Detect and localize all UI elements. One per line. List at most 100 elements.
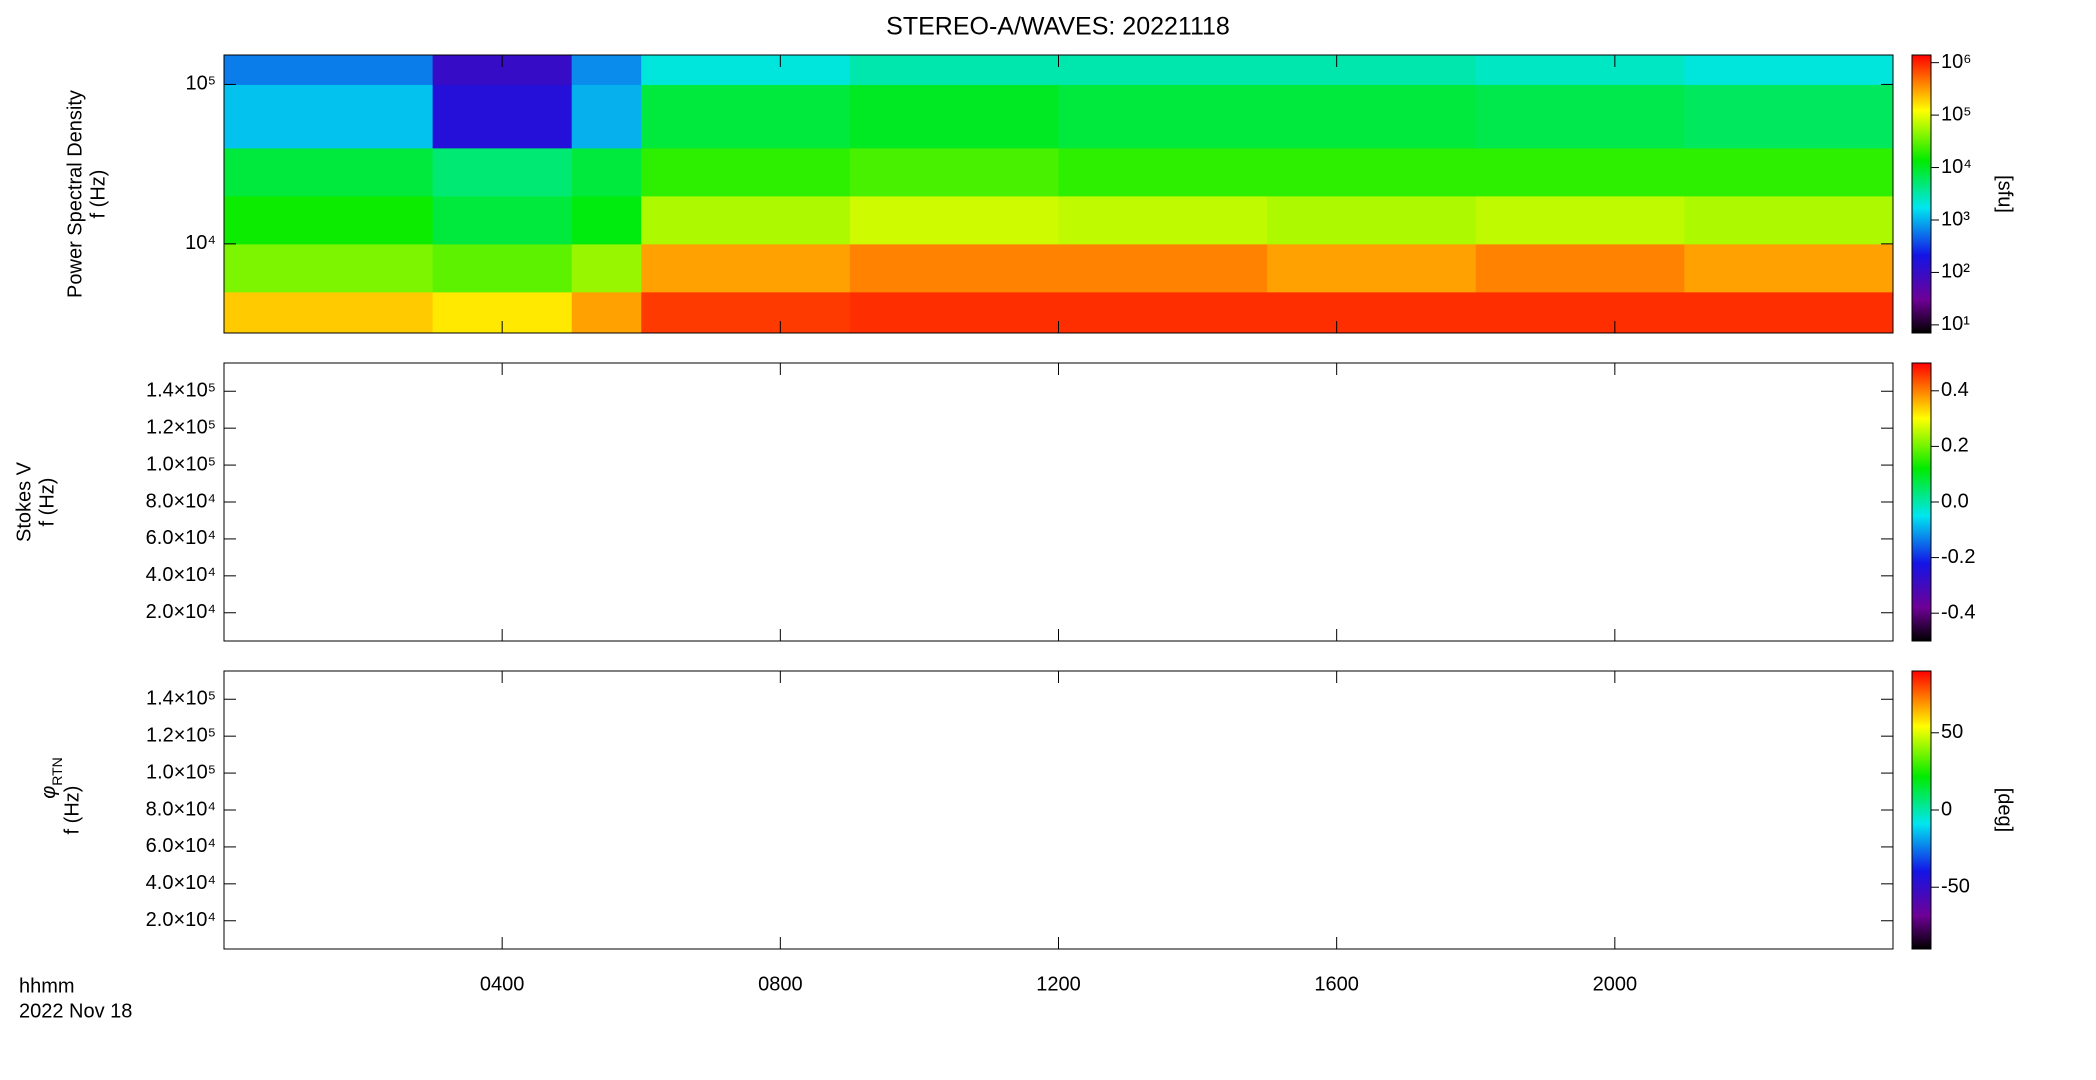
colorbar-tick-label: 10⁶ bbox=[1941, 51, 1971, 73]
heatmap-cell bbox=[1267, 55, 1477, 85]
heatmap-cell bbox=[641, 243, 851, 293]
heatmap-cell bbox=[1267, 243, 1477, 293]
heatmap-cell bbox=[641, 55, 851, 85]
y-tick-label: 1.0×10⁵ bbox=[146, 761, 216, 783]
y-tick-label: 6.0×10⁴ bbox=[146, 527, 216, 549]
colorbar-tick-label: 10⁴ bbox=[1941, 156, 1972, 178]
heatmap-cell bbox=[1058, 291, 1268, 334]
heatmap-cell bbox=[224, 55, 434, 85]
heatmap-cell bbox=[224, 84, 434, 149]
x-tick-label: 0800 bbox=[758, 973, 803, 995]
y-tick-label: 4.0×10⁴ bbox=[146, 872, 216, 894]
heatmap-cell bbox=[1475, 55, 1685, 85]
heatmap-cell bbox=[1267, 195, 1477, 245]
heatmap-cell bbox=[1475, 195, 1685, 245]
symbol: φ bbox=[38, 786, 60, 799]
heatmap-cell bbox=[849, 84, 1059, 149]
y-tick-label: 2.0×10⁴ bbox=[146, 601, 216, 623]
x-axis-name: hhmm bbox=[19, 975, 75, 997]
heatmap-cell bbox=[1267, 84, 1477, 149]
heatmap-cell bbox=[641, 84, 851, 149]
heatmap-cell bbox=[571, 195, 642, 245]
y-tick-label: 1.2×10⁵ bbox=[146, 416, 216, 438]
heatmap-cell bbox=[1684, 291, 1894, 334]
subscript: RTN bbox=[49, 757, 65, 786]
colorbar bbox=[1911, 54, 1932, 334]
colorbar-tick-label: 10¹ bbox=[1941, 313, 1970, 335]
heatmap-cell bbox=[1684, 55, 1894, 85]
heatmap-cell bbox=[849, 55, 1059, 85]
heatmap-cell bbox=[571, 243, 642, 293]
y-tick-label: 1.2×10⁵ bbox=[146, 724, 216, 746]
heatmap-cell bbox=[1684, 147, 1894, 197]
heatmap-cell bbox=[1475, 147, 1685, 197]
heatmap-cell bbox=[641, 195, 851, 245]
y-axis-label: f (Hz) bbox=[36, 478, 58, 527]
heatmap-cell bbox=[849, 147, 1059, 197]
heatmap-cell bbox=[571, 147, 642, 197]
chart-title: STEREO-A/WAVES: 20221118 bbox=[886, 13, 1230, 41]
heatmap-cell bbox=[1684, 84, 1894, 149]
heatmap-cell bbox=[849, 195, 1059, 245]
y-tick-label: 1.0×10⁵ bbox=[146, 453, 216, 475]
heatmap-cell bbox=[224, 147, 434, 197]
colorbar-tick-label: 0.0 bbox=[1941, 490, 1969, 512]
y-tick-label: 2.0×10⁴ bbox=[146, 909, 216, 931]
colorbar-tick-label: 10² bbox=[1941, 261, 1970, 283]
heatmap-cell bbox=[1058, 55, 1268, 85]
heatmap-cell bbox=[432, 243, 573, 293]
heatmap-cell bbox=[849, 291, 1059, 334]
colorbar-tick-label: 0.4 bbox=[1941, 379, 1969, 401]
y-tick-label: 10⁵ bbox=[185, 73, 216, 95]
colorbar-tick-label: -0.2 bbox=[1941, 546, 1975, 568]
x-axis-date: 2022 Nov 18 bbox=[19, 1000, 132, 1022]
y-axis-label: f (Hz) bbox=[61, 786, 83, 835]
heatmap-cell bbox=[1058, 84, 1268, 149]
y-tick-label: 8.0×10⁴ bbox=[146, 798, 216, 820]
heatmap-cell bbox=[1475, 291, 1685, 334]
heatmap-cell bbox=[432, 84, 573, 149]
colorbar-label: [sfu] bbox=[1994, 175, 2016, 213]
heatmap-cell bbox=[1684, 195, 1894, 245]
x-tick-label: 1200 bbox=[1036, 973, 1081, 995]
heatmap-cell bbox=[432, 147, 573, 197]
colorbar bbox=[1911, 362, 1932, 642]
y-tick-label: 6.0×10⁴ bbox=[146, 835, 216, 857]
heatmap-cell bbox=[1267, 147, 1477, 197]
colorbar-tick-label: 10³ bbox=[1941, 208, 1970, 230]
heatmap-cell bbox=[849, 243, 1059, 293]
heatmap-cell bbox=[432, 195, 573, 245]
y-axis-symbol: φRTN bbox=[38, 757, 64, 799]
colorbar-tick-label: 0.2 bbox=[1941, 435, 1969, 457]
heatmap-cell bbox=[571, 55, 642, 85]
y-axis-label: Power Spectral Density bbox=[64, 90, 86, 298]
y-axis-label: f (Hz) bbox=[87, 170, 109, 219]
heatmap-cell bbox=[571, 291, 642, 334]
heatmap-cell bbox=[224, 195, 434, 245]
colorbar-tick-label: 10⁵ bbox=[1941, 103, 1972, 125]
y-tick-label: 1.4×10⁵ bbox=[146, 380, 216, 402]
plot-frame bbox=[223, 670, 1894, 950]
heatmap-cell bbox=[1058, 147, 1268, 197]
x-tick-label: 2000 bbox=[1593, 973, 1638, 995]
heatmap-cell bbox=[571, 84, 642, 149]
heatmap-cell bbox=[1058, 243, 1268, 293]
colorbar-label: [deg] bbox=[1994, 788, 2016, 832]
x-tick-label: 1600 bbox=[1314, 973, 1359, 995]
y-tick-label: 10⁴ bbox=[185, 232, 216, 254]
heatmap-cell bbox=[1475, 243, 1685, 293]
heatmap-cell bbox=[641, 291, 851, 334]
colorbar bbox=[1911, 670, 1932, 950]
colorbar-tick-label: 0 bbox=[1941, 798, 1952, 820]
heatmap-cell bbox=[1267, 291, 1477, 334]
x-tick-label: 0400 bbox=[480, 973, 525, 995]
y-tick-label: 1.4×10⁵ bbox=[146, 688, 216, 710]
y-tick-label: 4.0×10⁴ bbox=[146, 564, 216, 586]
colorbar-tick-label: 50 bbox=[1941, 721, 1963, 743]
heatmap-cell bbox=[1684, 243, 1894, 293]
heatmap-cell bbox=[641, 147, 851, 197]
y-tick-label: 8.0×10⁴ bbox=[146, 490, 216, 512]
colorbar-tick-label: -50 bbox=[1941, 876, 1970, 898]
colorbar-tick-label: -0.4 bbox=[1941, 601, 1975, 623]
